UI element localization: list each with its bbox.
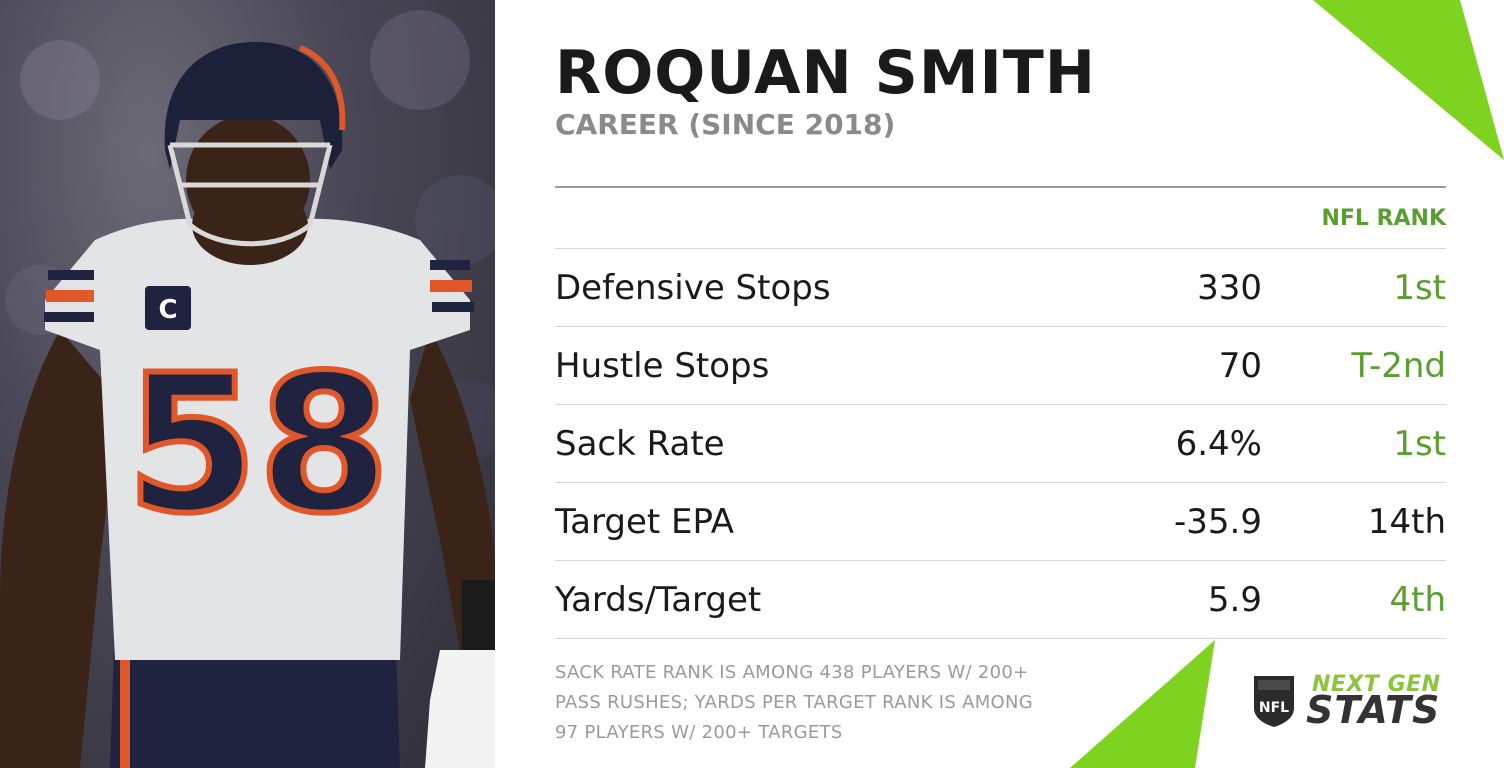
stat-label: Defensive Stops	[555, 268, 831, 308]
nfl-rank-column-header: NFL RANK	[1321, 206, 1446, 231]
top-right-accent-triangle	[1313, 0, 1504, 160]
stat-row: Defensive Stops 330 1st	[555, 250, 1446, 326]
stats-period-subtitle: CAREER (SINCE 2018)	[555, 108, 896, 141]
stat-nfl-rank: T-2nd	[1351, 346, 1446, 386]
stat-nfl-rank: 1st	[1393, 268, 1446, 308]
stat-row: Hustle Stops 70 T-2nd	[555, 328, 1446, 404]
stat-row: Target EPA -35.9 14th	[555, 484, 1446, 560]
footnote: SACK RATE RANK IS AMONG 438 PLAYERS W/ 2…	[555, 658, 1075, 748]
bottom-accent-triangle	[1070, 640, 1215, 768]
logo-next-gen-text: NEXT GEN	[1312, 672, 1441, 697]
row-divider	[555, 638, 1446, 639]
nfl-shield-icon: NFL	[1254, 676, 1294, 727]
footnote-line: PASS RUSHES; YARDS PER TARGET RANK IS AM…	[555, 692, 1034, 713]
player-photo: C 58	[0, 0, 495, 768]
footnote-line: SACK RATE RANK IS AMONG 438 PLAYERS W/ 2…	[555, 662, 1029, 683]
stat-row: Sack Rate 6.4% 1st	[555, 406, 1446, 482]
logo-stats-text: STATS	[1306, 688, 1441, 732]
stat-value: -35.9	[1174, 502, 1262, 542]
jersey-number: 58	[126, 334, 390, 555]
next-gen-stats-logo: NFL NEXT GEN STATS	[1250, 672, 1450, 732]
player-name: ROQUAN SMITH	[555, 38, 1097, 108]
stat-value: 70	[1218, 346, 1262, 386]
nfl-shield-text: NFL	[1259, 700, 1289, 716]
stat-label: Target EPA	[555, 502, 735, 542]
decorative-accent-shapes	[1070, 0, 1504, 768]
stat-label: Hustle Stops	[555, 346, 770, 386]
header-divider	[555, 186, 1446, 188]
stat-label: Yards/Target	[555, 580, 762, 620]
stat-nfl-rank: 14th	[1367, 502, 1446, 542]
captain-patch-letter: C	[158, 295, 177, 325]
row-divider	[555, 404, 1446, 405]
stat-nfl-rank: 4th	[1389, 580, 1446, 620]
row-divider	[555, 482, 1446, 483]
stats-card: ROQUAN SMITH CAREER (SINCE 2018) NFL RAN…	[495, 0, 1504, 768]
player-illustration: C 58	[0, 10, 495, 768]
row-divider	[555, 248, 1446, 249]
row-divider	[555, 560, 1446, 561]
stat-value: 330	[1197, 268, 1262, 308]
stat-nfl-rank: 1st	[1393, 424, 1446, 464]
stat-label: Sack Rate	[555, 424, 725, 464]
row-divider	[555, 326, 1446, 327]
footnote-line: 97 PLAYERS W/ 200+ TARGETS	[555, 722, 843, 743]
stat-value: 6.4%	[1175, 424, 1262, 464]
stat-row: Yards/Target 5.9 4th	[555, 562, 1446, 638]
stat-value: 5.9	[1207, 580, 1262, 620]
